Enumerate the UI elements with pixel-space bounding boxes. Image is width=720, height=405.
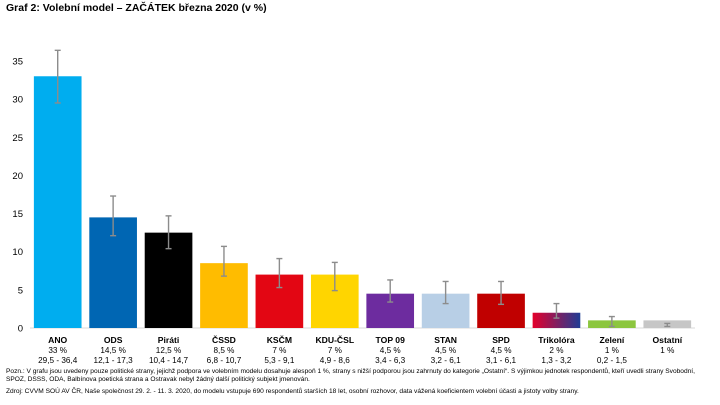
y-tick-label: 20 [12, 171, 23, 182]
range-label: 4,9 - 8,6 [320, 356, 350, 365]
category-label: Piráti [158, 335, 180, 345]
category-label: ODS [104, 335, 123, 345]
category-label: STAN [434, 335, 457, 345]
category-label: KDU-ČSL [315, 334, 354, 345]
chart-title: Graf 2: Volební model – ZAČÁTEK března 2… [6, 2, 267, 14]
error-bars [54, 49, 671, 328]
range-label: 3,2 - 6,1 [431, 356, 461, 365]
range-label: 3,1 - 6,1 [486, 356, 516, 365]
category-label: ANO [48, 335, 67, 345]
range-label: 1,3 - 3,2 [541, 356, 571, 365]
y-tick-label: 10 [12, 247, 23, 258]
chart-note: Pozn.: V grafu jsou uvedeny pouze politi… [6, 368, 695, 384]
chart-source: Zdroj: CVVM SOÚ AV ČR, Naše společnost 2… [6, 388, 579, 395]
range-label: 29,5 - 36,4 [38, 356, 78, 365]
value-label: 4,5 % [491, 346, 512, 355]
y-axis: 0 5 10 15 20 25 30 35 [12, 57, 695, 335]
range-label: 6,8 - 10,7 [207, 356, 242, 365]
y-tick-label: 15 [12, 209, 23, 220]
value-label: 7 % [328, 346, 342, 355]
bar [33, 76, 82, 328]
y-tick-label: 0 [18, 324, 23, 335]
value-label: 14,5 % [100, 346, 126, 355]
category-label: Zelení [599, 335, 624, 345]
category-label: KSČM [267, 334, 292, 345]
category-label: SPD [492, 335, 510, 345]
category-label: TOP 09 [376, 335, 406, 345]
bars [33, 76, 692, 328]
value-label: 4,5 % [380, 346, 401, 355]
category-label: Trikolóra [538, 335, 575, 345]
value-label: 8,5 % [213, 346, 234, 355]
value-label: 7 % [272, 346, 286, 355]
y-tick-label: 35 [12, 57, 23, 68]
y-tick-label: 5 [18, 285, 23, 296]
range-label: 10,4 - 14,7 [149, 356, 189, 365]
range-label: 3,4 - 6,3 [375, 356, 405, 365]
value-label: 12,5 % [156, 346, 182, 355]
value-label: 1 % [605, 346, 619, 355]
category-label: ČSSD [212, 334, 236, 345]
range-label: 5,3 - 9,1 [264, 356, 294, 365]
value-label: 2 % [549, 346, 563, 355]
bar [532, 312, 581, 328]
value-label: 1 % [660, 346, 674, 355]
range-label: 0,2 - 1,5 [597, 356, 627, 365]
range-label: 12,1 - 17,3 [94, 356, 134, 365]
category-label: Ostatní [652, 335, 682, 345]
y-tick-label: 30 [12, 95, 23, 106]
y-tick-label: 25 [12, 133, 23, 144]
value-label: 33 % [48, 346, 67, 355]
value-label: 4,5 % [435, 346, 456, 355]
